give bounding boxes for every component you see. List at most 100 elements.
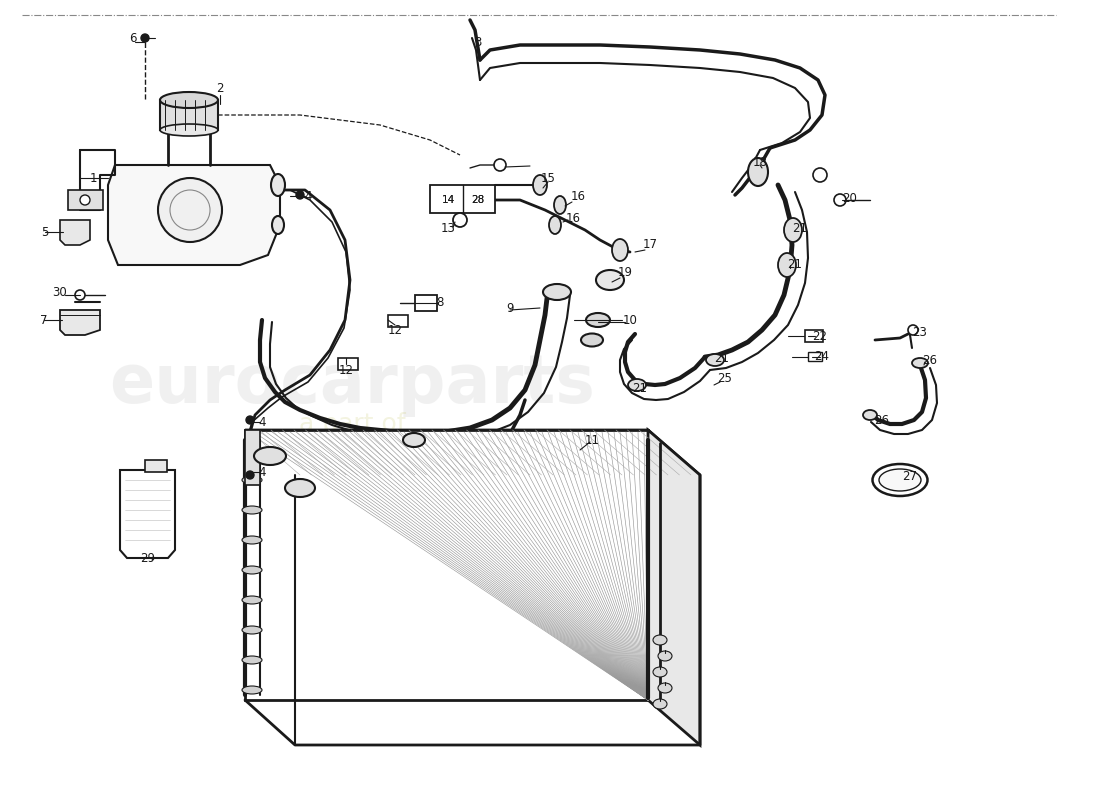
Text: 30: 30 (53, 286, 67, 299)
Text: 12: 12 (387, 323, 403, 337)
Text: 2: 2 (217, 82, 223, 94)
Bar (145, 460, 167, 472)
Ellipse shape (653, 635, 667, 645)
Polygon shape (648, 430, 700, 745)
Text: 21: 21 (788, 258, 803, 271)
Text: 27: 27 (902, 470, 917, 482)
Text: 23: 23 (913, 326, 927, 338)
Text: 29: 29 (141, 551, 155, 565)
Text: 11: 11 (584, 434, 600, 446)
Ellipse shape (242, 476, 262, 484)
Text: 16: 16 (571, 190, 585, 202)
Text: 21: 21 (792, 222, 807, 234)
Ellipse shape (778, 253, 796, 277)
Text: 22: 22 (813, 330, 827, 342)
Circle shape (453, 213, 468, 227)
Ellipse shape (653, 699, 667, 709)
Ellipse shape (254, 447, 286, 465)
Circle shape (834, 194, 846, 206)
Polygon shape (160, 100, 218, 130)
Text: eurocarparts: eurocarparts (109, 351, 595, 417)
Ellipse shape (596, 270, 624, 290)
Circle shape (494, 159, 506, 171)
Text: 16: 16 (565, 211, 581, 225)
Text: 13: 13 (441, 222, 455, 234)
Text: 6: 6 (130, 31, 136, 45)
Circle shape (80, 195, 90, 205)
Bar (805, 330, 823, 342)
Polygon shape (245, 430, 648, 700)
Ellipse shape (658, 651, 672, 661)
Bar (808, 352, 822, 361)
Ellipse shape (242, 686, 262, 694)
Text: 26: 26 (923, 354, 937, 366)
Text: 10: 10 (623, 314, 637, 326)
Ellipse shape (581, 334, 603, 346)
Ellipse shape (872, 464, 927, 496)
Text: 28: 28 (472, 195, 485, 205)
Bar (338, 358, 358, 370)
Circle shape (141, 34, 149, 42)
Circle shape (246, 471, 254, 479)
Ellipse shape (534, 175, 547, 195)
Circle shape (908, 325, 918, 335)
Ellipse shape (612, 239, 628, 261)
Ellipse shape (879, 469, 921, 491)
Ellipse shape (628, 379, 646, 391)
Text: 25: 25 (717, 371, 733, 385)
Text: 8: 8 (437, 297, 443, 310)
Ellipse shape (242, 506, 262, 514)
Ellipse shape (653, 667, 667, 677)
Text: 21: 21 (715, 351, 729, 365)
Text: 24: 24 (814, 350, 829, 362)
Text: a part of: a part of (299, 412, 405, 436)
Text: 18: 18 (752, 155, 768, 169)
Ellipse shape (242, 596, 262, 604)
Polygon shape (60, 310, 100, 335)
Text: 26: 26 (874, 414, 890, 426)
Text: 21: 21 (632, 382, 648, 394)
Text: 28: 28 (472, 195, 485, 205)
Bar (430, 185, 495, 213)
Bar (68, 190, 103, 210)
Ellipse shape (242, 566, 262, 574)
Text: 17: 17 (642, 238, 658, 251)
Text: 4: 4 (258, 415, 266, 429)
Text: 19: 19 (617, 266, 632, 279)
Ellipse shape (242, 656, 262, 664)
Text: 14: 14 (441, 195, 454, 205)
Ellipse shape (242, 626, 262, 634)
Ellipse shape (748, 158, 768, 186)
Ellipse shape (403, 433, 425, 447)
Ellipse shape (864, 410, 877, 420)
Ellipse shape (912, 358, 928, 368)
Text: 1: 1 (89, 171, 97, 185)
Polygon shape (60, 220, 90, 245)
Text: 4: 4 (305, 190, 311, 202)
Ellipse shape (285, 479, 315, 497)
Text: 3: 3 (474, 35, 482, 49)
Bar (388, 315, 408, 327)
Ellipse shape (549, 216, 561, 234)
Ellipse shape (554, 196, 566, 214)
Bar (415, 295, 437, 311)
Text: 5: 5 (42, 226, 48, 238)
Ellipse shape (271, 174, 285, 196)
Circle shape (813, 168, 827, 182)
Text: 7: 7 (41, 314, 47, 326)
Ellipse shape (543, 284, 571, 300)
Ellipse shape (784, 218, 802, 242)
Ellipse shape (160, 124, 218, 136)
Circle shape (75, 290, 85, 300)
Text: 12: 12 (339, 363, 353, 377)
Ellipse shape (272, 216, 284, 234)
Ellipse shape (586, 313, 611, 327)
Polygon shape (108, 165, 280, 265)
Ellipse shape (160, 92, 218, 108)
Circle shape (158, 178, 222, 242)
Text: 14: 14 (441, 195, 454, 205)
Polygon shape (120, 470, 175, 558)
Ellipse shape (706, 354, 724, 366)
Text: 9: 9 (506, 302, 514, 314)
Circle shape (246, 416, 254, 424)
